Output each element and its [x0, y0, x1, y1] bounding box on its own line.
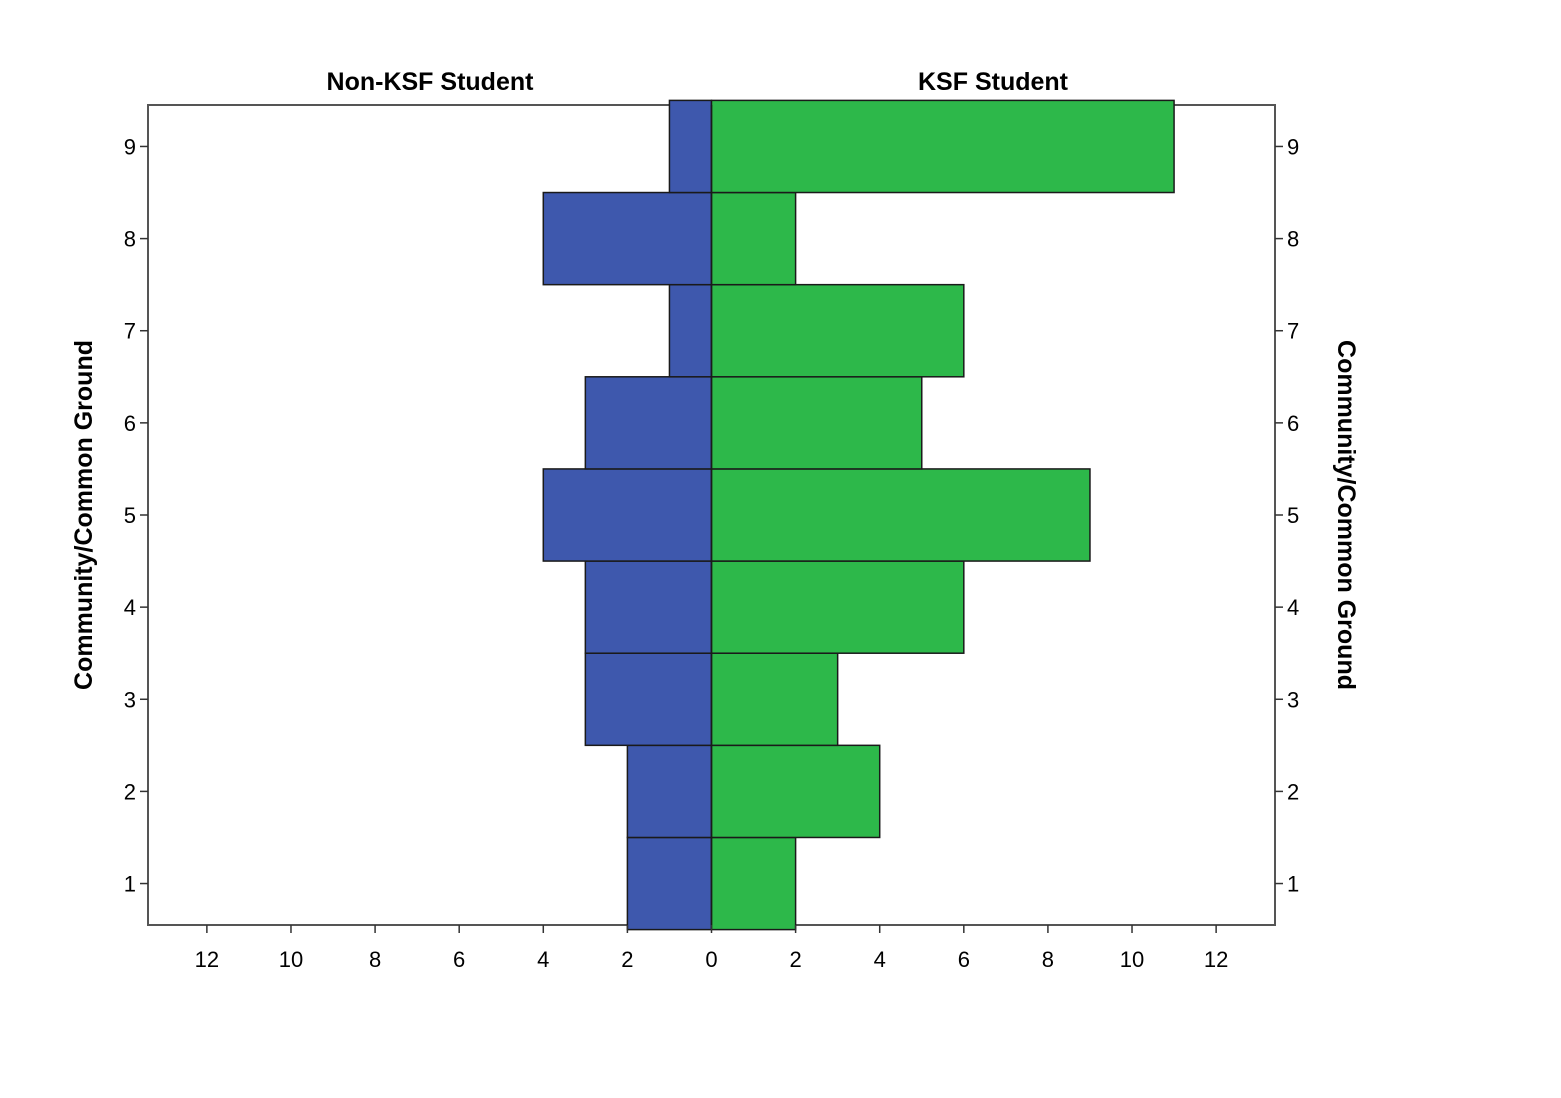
x-tick-label-right-6: 6	[958, 947, 970, 972]
y-tick-label-right-3: 3	[1287, 687, 1299, 712]
x-tick-label-right-10: 10	[1120, 947, 1144, 972]
bar-left-9	[668, 99, 713, 194]
bar-left-2	[626, 744, 713, 839]
bar-right-7	[710, 283, 965, 378]
bar-left-8	[542, 191, 713, 286]
x-tick-label-left-6: 6	[453, 947, 465, 972]
y-tick-label-right-1: 1	[1287, 872, 1299, 897]
bar-right-3	[710, 652, 839, 747]
y-axis-title-right: Community/Common Ground	[1332, 340, 1360, 690]
y-tick-label-left-1: 1	[124, 872, 136, 897]
axes-group: 1 12 23 34 45 56 67 78 89 912 10 8 6 4 2 0 2 4 6 8 10 12	[124, 105, 1299, 972]
x-tick-label-right-4: 4	[874, 947, 886, 972]
panel-title-left: Non-KSF Student	[327, 68, 535, 96]
bar-left-4	[584, 560, 713, 654]
bar-left-1	[626, 836, 713, 931]
panel-title-right: KSF Student	[918, 68, 1069, 96]
y-tick-label-left-9: 9	[124, 134, 136, 159]
bars-group	[542, 99, 1175, 931]
y-tick-label-right-4: 4	[1287, 595, 1299, 620]
bar-right-5	[710, 468, 1091, 562]
bar-left-3	[584, 652, 713, 747]
bar-right-1	[710, 836, 797, 931]
bar-right-4	[710, 560, 965, 654]
y-tick-label-right-6: 6	[1287, 411, 1299, 436]
bar-right-9	[710, 99, 1175, 194]
y-tick-label-left-3: 3	[124, 687, 136, 712]
y-tick-label-left-5: 5	[124, 503, 136, 528]
x-tick-label-left-2: 2	[621, 947, 633, 972]
bar-left-5	[542, 468, 713, 562]
x-tick-label-right-2: 2	[789, 947, 801, 972]
y-tick-label-right-7: 7	[1287, 319, 1299, 344]
y-tick-label-left-7: 7	[124, 319, 136, 344]
x-tick-label-right-12: 12	[1204, 947, 1228, 972]
x-tick-label-left-4: 4	[537, 947, 549, 972]
bar-right-6	[710, 376, 923, 470]
bar-right-8	[710, 191, 797, 286]
y-axis-title-left: Community/Common Ground	[70, 340, 98, 690]
y-tick-label-left-4: 4	[124, 595, 136, 620]
x-tick-label-right-8: 8	[1042, 947, 1054, 972]
y-tick-label-right-2: 2	[1287, 779, 1299, 804]
y-tick-label-right-8: 8	[1287, 227, 1299, 252]
y-tick-label-right-5: 5	[1287, 503, 1299, 528]
y-tick-label-right-9: 9	[1287, 134, 1299, 159]
bar-left-7	[668, 283, 713, 378]
y-tick-label-left-6: 6	[124, 411, 136, 436]
y-tick-label-left-2: 2	[124, 779, 136, 804]
y-tick-label-left-8: 8	[124, 227, 136, 252]
x-tick-label-left-12: 12	[195, 947, 219, 972]
x-tick-label-left-10: 10	[279, 947, 303, 972]
bar-right-2	[710, 744, 881, 839]
x-tick-label-left-0: 0	[705, 947, 717, 972]
bar-left-6	[584, 376, 713, 470]
x-tick-label-left-8: 8	[369, 947, 381, 972]
